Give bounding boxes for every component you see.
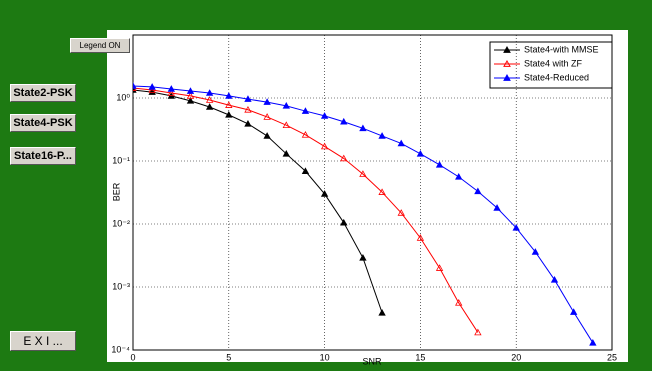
x-tick-label: 20 — [511, 352, 521, 362]
data-point — [359, 170, 367, 177]
data-point — [416, 149, 425, 157]
state2-button[interactable]: State2-PSK — [10, 84, 76, 102]
data-point — [301, 107, 310, 114]
data-point — [225, 101, 233, 108]
data-point — [359, 124, 367, 132]
data-point — [186, 87, 195, 94]
y-tick-label: 10⁻⁴ — [111, 344, 130, 354]
data-point — [531, 248, 540, 255]
legend-marker — [503, 73, 511, 81]
x-tick-label: 10 — [320, 352, 330, 362]
series-group — [133, 82, 597, 346]
data-point — [397, 209, 405, 216]
data-point — [512, 223, 520, 231]
data-point — [493, 204, 501, 211]
data-point — [186, 97, 195, 104]
data-point — [282, 121, 290, 129]
data-point — [455, 299, 463, 306]
legend-marker — [503, 59, 511, 67]
data-point — [570, 308, 578, 315]
data-point — [244, 95, 252, 102]
data-point — [282, 102, 290, 109]
data-point — [455, 173, 463, 180]
x-axis-label: SNR — [362, 356, 382, 366]
data-point — [340, 154, 348, 162]
y-tick-label: 10⁰ — [116, 92, 130, 102]
data-point — [148, 88, 156, 95]
state4-button[interactable]: State4-PSK — [10, 114, 76, 132]
data-point — [167, 89, 175, 96]
x-tick-label: 5 — [226, 352, 231, 362]
series-line — [133, 87, 479, 333]
data-point — [205, 96, 214, 103]
data-point — [435, 264, 444, 271]
data-point — [148, 83, 156, 90]
y-tick-label: 10⁻³ — [112, 281, 130, 291]
data-point — [205, 103, 214, 110]
data-point — [474, 187, 482, 195]
data-point — [378, 132, 386, 139]
data-point — [320, 112, 329, 119]
axes-box — [132, 34, 613, 351]
data-point — [263, 132, 271, 139]
data-point — [340, 218, 348, 226]
data-point — [133, 82, 137, 89]
data-point — [301, 167, 310, 174]
data-point — [225, 92, 233, 99]
data-point — [186, 92, 195, 99]
x-tick-label: 15 — [415, 352, 425, 362]
data-point — [589, 338, 597, 346]
data-point — [359, 254, 367, 261]
data-point — [340, 117, 348, 125]
data-point — [378, 188, 386, 195]
data-point — [244, 105, 252, 113]
data-point — [550, 275, 559, 283]
data-point — [435, 160, 444, 168]
data-point — [397, 139, 405, 147]
legend-marker — [503, 45, 511, 53]
data-point — [301, 131, 310, 138]
legend-label: State4 with ZF — [524, 58, 583, 68]
data-point — [263, 98, 271, 105]
exit-button[interactable]: E X I ... — [10, 331, 76, 351]
data-point — [244, 119, 252, 127]
data-point — [320, 190, 329, 197]
data-point — [205, 89, 214, 96]
state16-button[interactable]: State16-P... — [10, 147, 76, 165]
series-line — [133, 89, 383, 313]
y-tick-label: 10⁻¹ — [112, 155, 130, 165]
data-point — [474, 328, 482, 336]
data-point — [225, 111, 233, 118]
x-tick-label: 0 — [130, 352, 135, 362]
data-point — [320, 142, 329, 150]
data-point — [282, 149, 290, 157]
y-axis-label: BER — [111, 182, 121, 201]
data-point — [263, 113, 271, 120]
data-point — [167, 85, 175, 92]
data-point — [378, 308, 386, 316]
legend-button[interactable]: Legend ON — [70, 38, 130, 53]
x-tick-label: 25 — [607, 352, 617, 362]
legend-label: State4-with MMSE — [524, 44, 599, 54]
y-tick-label: 10⁻² — [112, 218, 130, 228]
data-point — [416, 234, 425, 241]
legend-label: State4-Reduced — [524, 72, 589, 82]
